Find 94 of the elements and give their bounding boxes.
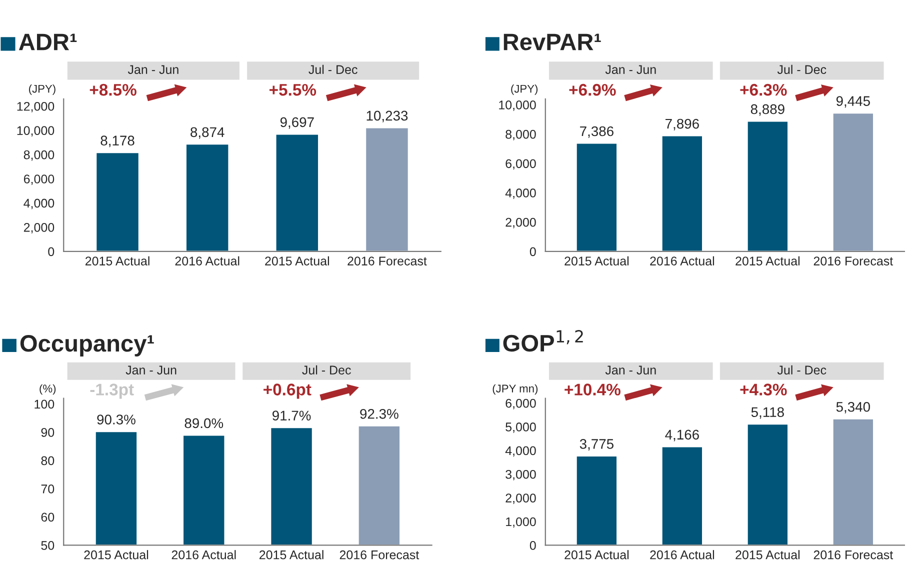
x-tick-label: 2016 Forecast: [814, 550, 894, 560]
y-tick-label: 4,000: [24, 198, 54, 210]
chart-title: GOP$^{1,2}$: [503, 330, 583, 352]
text: +8.5%: [90, 84, 136, 96]
y-tick-label: 0: [48, 247, 54, 256]
text: Jan - Jun: [605, 366, 656, 375]
data-label: 7,386: [580, 126, 614, 138]
y-axis-title: (JPY): [511, 84, 538, 95]
x-tick-label: 2016 Actual: [650, 256, 714, 266]
data-label: 9,445: [836, 96, 870, 108]
y-tick-label: 10,000: [17, 126, 54, 136]
bar: [274, 133, 320, 252]
data-label: 3,775: [580, 439, 614, 451]
x-tick-label: 2015 Actual: [564, 256, 629, 266]
y-tick-label: 8,000: [24, 150, 54, 161]
data-label: 8,889: [750, 104, 784, 116]
y-tick-label: 2,000: [506, 218, 536, 228]
chart-title: Occupancy¹: [20, 335, 154, 356]
text: Jan - Jun: [605, 65, 656, 74]
bar: [832, 112, 874, 252]
x-tick-label: 2016 Forecast: [814, 256, 894, 266]
text: Jul - Dec: [302, 365, 351, 375]
y-tick-label: 8,000: [506, 130, 536, 140]
y-tick-label: 0: [530, 247, 536, 256]
x-tick-label: 2015 Actual: [564, 550, 629, 560]
bar: [832, 418, 874, 546]
text: +4.3%: [740, 384, 787, 396]
text: Jan - Jun: [128, 65, 178, 74]
bar: [364, 126, 410, 252]
bar: [746, 120, 789, 252]
y-tick-label: 4,000: [505, 188, 536, 199]
y-tick-label: 2,000: [24, 223, 54, 234]
data-label: 9,697: [280, 117, 314, 129]
y-tick-label: 80: [41, 456, 54, 466]
chart-title: RevPAR¹: [504, 34, 601, 50]
bar: [746, 423, 789, 546]
text: Jan - Jun: [126, 366, 176, 375]
x-tick-label: 2015 Actual: [265, 256, 329, 266]
data-label: 5,118: [751, 407, 784, 419]
data-label: 8,178: [100, 136, 134, 148]
y-tick-label: 6,000: [506, 398, 536, 410]
data-label: 4,166: [665, 430, 699, 442]
y-tick-label: 6,000: [506, 159, 536, 170]
x-tick-label: 2015 Actual: [736, 550, 800, 560]
x-tick-label: 2015 Actual: [736, 256, 800, 266]
x-tick-label: 2016 Actual: [172, 550, 236, 560]
data-label: 91.7%: [272, 410, 311, 421]
y-tick-label: 3,000: [506, 470, 536, 480]
x-tick-label: 2015 Actual: [259, 550, 324, 560]
data-label: 5,340: [836, 402, 870, 414]
chart-title: ADR¹: [18, 34, 77, 50]
annotation: +0.6pt: [264, 384, 312, 399]
bar: [660, 134, 704, 252]
data-label: 89.0%: [184, 418, 224, 428]
y-tick-label: 0: [530, 541, 536, 550]
y-tick-label: 90: [41, 428, 54, 437]
data-label: 7,896: [666, 118, 699, 130]
y-tick-label: 4,000: [505, 446, 536, 457]
y-axis-title: (JPY): [28, 84, 56, 95]
bar: [575, 142, 618, 252]
y-tick-label: 12,000: [17, 102, 54, 112]
x-tick-label: 2016 Forecast: [340, 550, 420, 560]
data-label: 90.3%: [97, 414, 136, 424]
y-tick-label: 1,000: [506, 517, 536, 528]
y-tick-label: 50: [41, 541, 54, 550]
y-tick-label: 2,000: [506, 494, 536, 504]
text: Jul - Dec: [777, 365, 826, 375]
y-axis-title: (JPY mn): [492, 384, 538, 395]
bar: [660, 446, 704, 546]
x-tick-label: 2016 Actual: [650, 550, 714, 560]
bar: [95, 152, 140, 252]
text: +6.9%: [569, 84, 616, 96]
text: +10.4%: [564, 384, 620, 396]
y-tick-label: 5,000: [506, 422, 536, 433]
text: +5.5%: [270, 84, 316, 96]
bar: [185, 143, 230, 252]
annotation: -1.3pt: [90, 384, 134, 399]
y-tick-label: 100: [34, 400, 54, 409]
bar: [575, 455, 618, 546]
text: +6.3%: [740, 84, 787, 96]
y-tick-label: 10,000: [499, 100, 536, 111]
text: Jul - Dec: [777, 64, 826, 74]
y-axis-title: (%): [40, 384, 56, 395]
x-tick-label: 2016 Actual: [175, 256, 240, 266]
data-label: 10,233: [366, 110, 408, 122]
y-tick-label: 70: [41, 484, 54, 494]
text: Jul - Dec: [308, 64, 358, 74]
x-tick-label: 2015 Actual: [85, 256, 150, 266]
x-tick-label: 2016 Forecast: [348, 256, 427, 266]
y-tick-label: 6,000: [24, 174, 54, 185]
data-label: 92.3%: [360, 408, 398, 419]
x-tick-label: 2015 Actual: [84, 550, 148, 560]
data-label: 8,874: [190, 127, 224, 139]
y-tick-label: 60: [41, 512, 54, 522]
